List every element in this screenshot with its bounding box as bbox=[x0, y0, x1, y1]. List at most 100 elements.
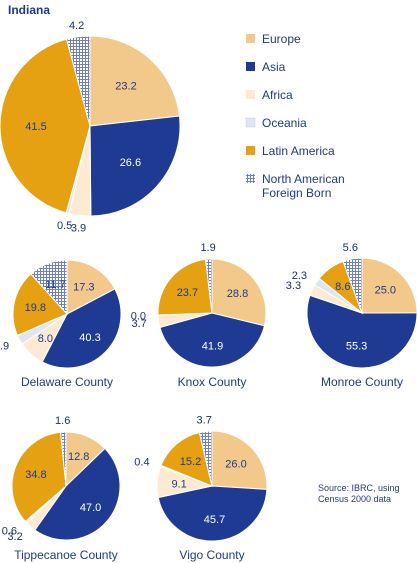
slice-latin-america bbox=[0, 38, 91, 214]
pie-monroe-county: 25.0 55.3 3.32.3 8.6 5.6 Monroe County bbox=[286, 242, 417, 389]
pie-title: Knox County bbox=[178, 375, 247, 389]
legend-label: Africa bbox=[262, 88, 293, 102]
legend-label-line: Asia bbox=[262, 60, 286, 74]
slice-latin-america bbox=[160, 431, 213, 487]
data-label-latin-america: 23.7 bbox=[177, 287, 198, 299]
slice-europe bbox=[211, 430, 268, 490]
data-label-latin-america: 34.8 bbox=[25, 469, 46, 481]
slice-asia bbox=[41, 288, 122, 369]
data-label-asia: 26.6 bbox=[120, 157, 141, 169]
data-label-north-american-foreign-born: 5.6 bbox=[343, 242, 358, 254]
legend-label-line: Foreign Born bbox=[262, 186, 331, 200]
data-label-oceania: 0.5 bbox=[57, 220, 72, 232]
data-label-asia: 45.7 bbox=[204, 514, 225, 526]
slice-north-american-foreign-born bbox=[342, 257, 363, 314]
pie-title: Vigo County bbox=[179, 548, 244, 562]
slice-north-american-foreign-born bbox=[198, 430, 213, 487]
data-label-europe: 25.0 bbox=[375, 285, 396, 297]
legend-swatch-icon bbox=[246, 174, 255, 183]
data-label-europe: 26.0 bbox=[225, 458, 246, 470]
slice-north-american-foreign-born bbox=[65, 35, 91, 127]
pie-delaware-county: 17.3 40.3 8.0 2.9 19.8 11.7 Delaware County bbox=[0, 259, 122, 389]
pie-knox-county: 28.8 41.9 3.70.0 23.7 1.9 Knox County bbox=[131, 242, 267, 389]
data-label-oceania: 0.4 bbox=[134, 457, 149, 469]
legend-item-asia: Asia bbox=[246, 60, 286, 74]
slice-latin-america bbox=[11, 431, 67, 523]
pie-tippecanoe-county: 12.8 47.0 3.20.6 34.8 1.6 Tippecanoe County bbox=[2, 415, 121, 562]
slice-asia bbox=[159, 312, 266, 368]
legend-item-oceania: Oceania bbox=[245, 116, 307, 130]
data-label-africa: 3.3 bbox=[286, 280, 301, 292]
legend-item-north-american-foreign-born: North American Foreign Born bbox=[246, 172, 345, 200]
data-label-asia: 40.3 bbox=[79, 332, 100, 344]
pie-title: Monroe County bbox=[321, 375, 403, 389]
pie-title: Delaware County bbox=[21, 375, 113, 389]
legend-label: Latin America bbox=[262, 144, 335, 158]
data-label-north-american-foreign-born: 3.7 bbox=[197, 415, 212, 427]
legend-label: Asia bbox=[262, 60, 286, 74]
legend-swatch-icon bbox=[246, 34, 255, 43]
data-label-asia: 47.0 bbox=[80, 502, 101, 514]
data-label-europe: 23.2 bbox=[115, 81, 136, 93]
data-label-oceania: 2.3 bbox=[292, 270, 307, 282]
data-label-oceania: 0.6 bbox=[2, 525, 17, 537]
slice-latin-america bbox=[157, 258, 213, 316]
pie-indiana: 23.2 26.6 3.90.5 41.5 4.2 Indiana bbox=[0, 3, 181, 234]
slice-asia bbox=[89, 115, 181, 217]
legend-item-latin-america: Latin America bbox=[246, 144, 335, 158]
legend-label-line: Europe bbox=[262, 32, 301, 46]
source-line-1: Source: IBRC, using bbox=[318, 483, 400, 493]
data-label-latin-america: 15.2 bbox=[180, 456, 201, 468]
slice-europe bbox=[66, 259, 116, 315]
data-label-africa: 9.1 bbox=[171, 479, 186, 491]
data-label-oceania: 0.0 bbox=[131, 311, 146, 323]
data-label-oceania: 2.9 bbox=[0, 341, 9, 353]
slice-north-american-foreign-born bbox=[205, 258, 213, 314]
slice-latin-america bbox=[12, 273, 68, 337]
legend-label-line: Africa bbox=[262, 88, 293, 102]
legend-label: Oceania bbox=[262, 116, 307, 130]
legend-item-europe: Europe bbox=[246, 32, 301, 46]
legend-swatch-icon bbox=[246, 62, 255, 71]
slice-asia bbox=[157, 485, 268, 542]
legend-label-line: Oceania bbox=[262, 116, 307, 130]
pies-group: 23.2 26.6 3.90.5 41.5 4.2 Indiana 17.3 40.3 8.0 2… bbox=[0, 3, 417, 562]
slice-north-american-foreign-born bbox=[60, 431, 67, 487]
legend-swatch-icon bbox=[246, 146, 255, 155]
data-label-asia: 55.3 bbox=[346, 341, 367, 353]
legend-swatch-icon bbox=[246, 90, 255, 99]
data-label-latin-america: 8.6 bbox=[335, 281, 350, 293]
source-line-2: Census 2000 data bbox=[318, 494, 391, 504]
legend-swatch-icon bbox=[245, 117, 256, 128]
pie-title: Indiana bbox=[8, 3, 50, 17]
legend-label: North American Foreign Born bbox=[262, 172, 345, 200]
source-note: Source: IBRC, using Census 2000 data bbox=[318, 483, 402, 504]
data-label-africa: 3.9 bbox=[71, 222, 86, 234]
data-label-north-american-foreign-born: 1.9 bbox=[200, 242, 215, 254]
slice-asia bbox=[34, 447, 121, 541]
data-label-europe: 12.8 bbox=[68, 451, 89, 463]
slice-asia bbox=[306, 294, 417, 369]
data-label-europe: 28.8 bbox=[227, 288, 248, 300]
data-label-europe: 17.3 bbox=[73, 281, 94, 293]
slice-europe bbox=[89, 35, 180, 127]
data-label-north-american-foreign-born: 4.2 bbox=[69, 20, 84, 32]
data-label-north-american-foreign-born: 1.6 bbox=[55, 415, 70, 427]
slice-north-american-foreign-born bbox=[30, 259, 68, 316]
legend-item-africa: Africa bbox=[246, 88, 293, 102]
data-label-africa: 8.0 bbox=[38, 333, 53, 345]
data-label-africa: 3.2 bbox=[7, 531, 22, 543]
data-label-asia: 41.9 bbox=[202, 340, 223, 352]
legend-label-line: North American bbox=[262, 172, 345, 186]
data-label-latin-america: 19.8 bbox=[25, 302, 46, 314]
data-label-latin-america: 41.5 bbox=[25, 121, 46, 133]
pie-title: Tippecanoe County bbox=[14, 548, 118, 562]
legend: Europe Asia Africa Oceania Latin America Nort… bbox=[245, 32, 345, 200]
legend-label-line: Latin America bbox=[262, 144, 335, 158]
slice-europe bbox=[211, 258, 267, 327]
data-label-africa: 3.7 bbox=[132, 318, 147, 330]
pie-vigo-county: 26.0 45.7 9.1 0.4 15.2 3.7 Vigo County bbox=[134, 415, 268, 562]
data-label-north-american-foreign-born: 11.7 bbox=[45, 279, 66, 291]
legend-label: Europe bbox=[262, 32, 301, 46]
